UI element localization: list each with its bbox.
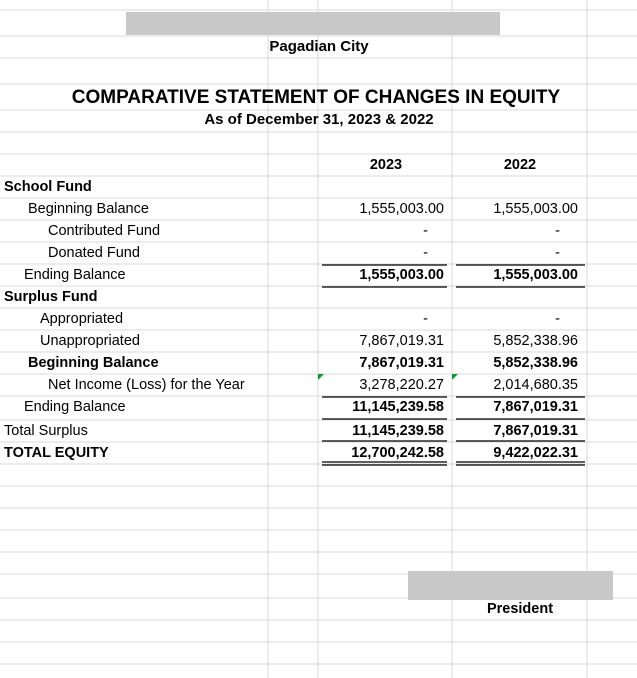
- statement-title: COMPARATIVE STATEMENT OF CHANGES IN EQUI…: [72, 87, 561, 108]
- statement-subtitle: As of December 31, 2023 & 2022: [204, 111, 433, 128]
- row-label: Beginning Balance: [28, 201, 149, 217]
- table-rows: School Fund Beginning Balance 1,555,003.00…: [4, 179, 578, 461]
- cell-value: 2,014,680.35: [493, 377, 578, 393]
- row-label: Surplus Fund: [4, 289, 97, 305]
- cell-value: -: [555, 311, 560, 327]
- row-label: Unappropriated: [40, 333, 140, 349]
- redacted-box: [126, 12, 500, 35]
- row-label: Donated Fund: [48, 245, 140, 261]
- cell-value: -: [423, 223, 428, 239]
- column-header: 2022: [504, 157, 536, 173]
- cell-value: 11,145,239.58: [352, 399, 444, 415]
- cell-value: 5,852,338.96: [493, 333, 578, 349]
- cell-value: -: [423, 311, 428, 327]
- cell-value: 1,555,003.00: [359, 201, 444, 217]
- cell-indicator: [452, 374, 458, 380]
- cell-value: 1,555,003.00: [359, 267, 444, 283]
- cell-value: -: [423, 245, 428, 261]
- row-label: Contributed Fund: [48, 223, 160, 239]
- cell-value: 9,422,022.31: [493, 445, 578, 461]
- signatory: President: [487, 601, 553, 617]
- cell-value: 7,867,019.31: [359, 333, 444, 349]
- row-label: Total Surplus: [4, 423, 88, 439]
- cell-indicator: [318, 374, 324, 380]
- row-label: Beginning Balance: [28, 355, 159, 371]
- row-label: Ending Balance: [24, 267, 126, 283]
- cell-value: 7,867,019.31: [493, 399, 578, 415]
- cell-value: 7,867,019.31: [359, 355, 444, 371]
- cell-value: 7,867,019.31: [493, 423, 578, 439]
- cell-value: 5,852,338.96: [493, 355, 578, 371]
- cell-value: 11,145,239.58: [352, 423, 444, 439]
- row-label: Appropriated: [40, 311, 123, 327]
- row-label: Net Income (Loss) for the Year: [48, 377, 245, 393]
- cell-borders: [322, 264, 585, 466]
- entity-name: Pagadian City: [269, 38, 369, 55]
- redacted-box: [408, 571, 613, 600]
- cell-value: -: [555, 245, 560, 261]
- row-label: TOTAL EQUITY: [4, 445, 109, 461]
- cell-value: 1,555,003.00: [493, 267, 578, 283]
- cell-value: 12,700,242.58: [351, 445, 444, 461]
- row-label: School Fund: [4, 179, 92, 195]
- column-header: 2023: [370, 157, 402, 173]
- cell-value: 1,555,003.00: [493, 201, 578, 217]
- cell-value: -: [555, 223, 560, 239]
- row-label: Ending Balance: [24, 399, 126, 415]
- cell-value: 3,278,220.27: [359, 377, 444, 393]
